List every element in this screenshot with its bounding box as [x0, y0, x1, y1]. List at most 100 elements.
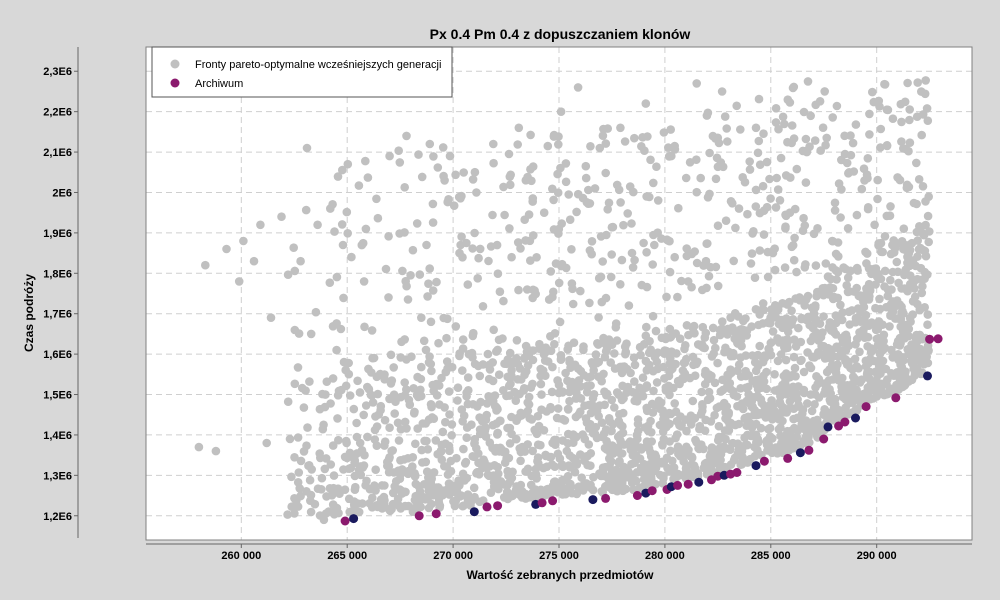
earlier-front-point: [470, 228, 479, 238]
earlier-front-point: [675, 471, 684, 480]
archive-point: [588, 495, 598, 505]
earlier-front-point: [502, 454, 511, 463]
earlier-front-point: [458, 469, 468, 479]
earlier-front-point: [599, 333, 608, 343]
earlier-front-point: [603, 205, 612, 214]
archive-point: [683, 479, 693, 489]
earlier-front-point: [908, 297, 918, 306]
earlier-front-point: [455, 349, 465, 358]
earlier-front-point: [682, 321, 692, 330]
earlier-front-point: [594, 412, 603, 421]
earlier-front-point: [516, 244, 525, 253]
earlier-front-point: [909, 364, 918, 374]
earlier-front-point: [334, 386, 344, 396]
x-tick-label: 285 000: [751, 550, 791, 562]
earlier-front-point: [416, 502, 426, 512]
earlier-front-point: [584, 185, 593, 195]
earlier-front-point: [505, 391, 514, 400]
earlier-front-point: [659, 471, 668, 481]
earlier-front-point: [914, 175, 924, 184]
earlier-front-point: [492, 240, 502, 250]
earlier-front-point: [402, 281, 411, 291]
earlier-front-point: [523, 440, 532, 449]
earlier-front-point: [880, 232, 890, 241]
earlier-front-point: [744, 398, 753, 408]
earlier-front-point: [513, 375, 523, 384]
earlier-front-point: [424, 279, 433, 289]
earlier-front-point: [812, 372, 821, 381]
archive-point: [732, 468, 742, 477]
earlier-front-point: [700, 370, 710, 379]
earlier-front-point: [595, 401, 604, 410]
earlier-front-point: [677, 421, 686, 430]
earlier-front-point: [569, 432, 578, 441]
earlier-front-point: [409, 409, 419, 418]
earlier-front-point: [713, 221, 723, 230]
earlier-front-point: [837, 185, 846, 194]
earlier-front-point: [328, 374, 338, 383]
earlier-front-point: [819, 312, 828, 321]
earlier-front-point: [790, 363, 800, 373]
archive-point: [431, 509, 441, 519]
earlier-front-point: [850, 354, 860, 364]
earlier-front-point: [608, 420, 618, 429]
earlier-front-point: [445, 490, 454, 499]
earlier-front-point: [326, 204, 335, 213]
earlier-front-point: [438, 427, 448, 437]
earlier-front-point: [500, 359, 509, 369]
earlier-front-point: [729, 351, 738, 361]
earlier-front-point: [432, 277, 441, 287]
earlier-front-point: [315, 404, 325, 414]
earlier-front-point: [521, 341, 531, 351]
earlier-front-point: [801, 416, 811, 425]
earlier-front-point: [434, 494, 444, 503]
earlier-front-point: [597, 376, 606, 386]
earlier-front-point: [266, 313, 276, 323]
earlier-front-point: [443, 314, 452, 324]
earlier-front-point: [458, 366, 467, 375]
earlier-front-point: [904, 331, 913, 341]
earlier-front-point: [828, 113, 837, 122]
earlier-front-point: [924, 237, 933, 247]
earlier-front-point: [587, 249, 596, 259]
earlier-front-point: [677, 276, 686, 286]
earlier-front-point: [842, 281, 851, 290]
earlier-front-point: [458, 335, 468, 344]
earlier-front-point: [672, 349, 681, 358]
earlier-front-point: [567, 245, 576, 254]
earlier-front-point: [904, 182, 914, 192]
earlier-front-point: [577, 473, 586, 483]
earlier-front-point: [536, 371, 545, 381]
earlier-front-point: [368, 398, 378, 407]
earlier-front-point: [380, 415, 390, 425]
earlier-front-point: [594, 313, 603, 322]
earlier-front-point: [560, 416, 570, 425]
earlier-front-point: [294, 468, 304, 477]
earlier-front-point: [385, 394, 394, 404]
archive-point: [469, 507, 479, 517]
earlier-front-point: [568, 299, 578, 309]
earlier-front-point: [387, 376, 397, 385]
earlier-front-point: [882, 141, 892, 150]
earlier-front-point: [816, 146, 825, 155]
earlier-front-point: [710, 378, 720, 388]
earlier-front-point: [630, 255, 639, 265]
earlier-front-point: [739, 316, 748, 326]
earlier-front-point: [520, 215, 529, 224]
earlier-front-point: [505, 224, 514, 233]
earlier-front-point: [741, 414, 751, 424]
earlier-front-point: [751, 202, 761, 211]
earlier-front-point: [345, 448, 355, 458]
earlier-front-point: [470, 167, 480, 177]
earlier-front-point: [806, 336, 816, 346]
earlier-front-point: [564, 461, 574, 470]
earlier-front-point: [426, 477, 436, 487]
earlier-front-point: [536, 364, 545, 374]
earlier-front-point: [897, 365, 906, 375]
earlier-front-point: [290, 509, 299, 518]
earlier-front-point: [492, 403, 501, 412]
earlier-front-point: [377, 504, 387, 513]
earlier-front-point: [695, 421, 705, 431]
y-axis-label: Czas podróży: [22, 274, 36, 352]
